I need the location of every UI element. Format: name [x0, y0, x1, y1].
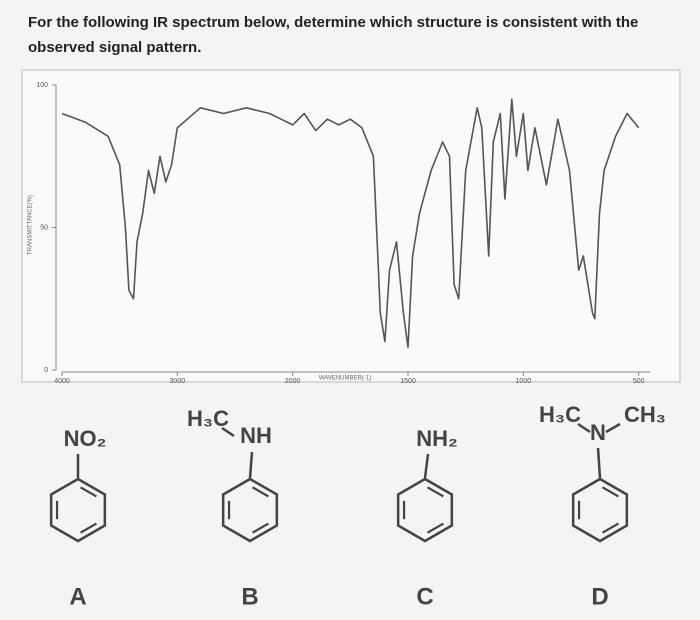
option-letter[interactable]: B: [241, 583, 258, 610]
substituent: NH₂: [416, 426, 458, 451]
double-bond: [426, 486, 444, 498]
double-bond: [79, 486, 97, 498]
double-bond: [79, 522, 97, 534]
x-tick-label: 1000: [516, 378, 532, 385]
x-tick-label: 2000: [285, 378, 301, 385]
substituent: H₃C: [539, 402, 581, 427]
y-axis-label: TRANSMITTANCE(%): [28, 195, 34, 255]
option-letter[interactable]: D: [591, 583, 608, 610]
substituent: NO₂: [64, 426, 107, 451]
spectrum-line: [61, 98, 640, 348]
benzene-ring: [221, 477, 279, 543]
option-letter[interactable]: A: [69, 583, 86, 610]
y-tick-label: 50: [40, 224, 48, 231]
substituent: H₃C: [187, 406, 229, 431]
benzene-ring: [571, 477, 629, 543]
x-axis-label: WAVENUMBER(-1): [319, 376, 371, 382]
x-tick-label: 4000: [54, 378, 70, 385]
x-tick-label: 3000: [170, 378, 186, 385]
bonds: [76, 422, 621, 479]
double-bond: [601, 522, 619, 534]
y-tick-label: 100: [36, 82, 48, 89]
substituent: NH: [240, 423, 272, 448]
double-bond: [251, 522, 269, 534]
x-tick-label: 500: [633, 378, 645, 385]
benzene-ring: [396, 477, 454, 543]
double-bond: [251, 486, 269, 498]
benzene-ring: [49, 477, 107, 543]
substituent: CH₃: [624, 402, 666, 427]
option-letter[interactable]: C: [416, 583, 433, 610]
double-bond: [426, 522, 444, 534]
question: For the following IR spectrum below, det…: [28, 14, 639, 56]
spectrum-frame: [21, 69, 681, 383]
double-bond: [601, 486, 619, 498]
substituent: N: [590, 420, 606, 445]
x-tick-label: 1500: [400, 378, 416, 385]
y-tick-label: 0: [44, 367, 48, 374]
